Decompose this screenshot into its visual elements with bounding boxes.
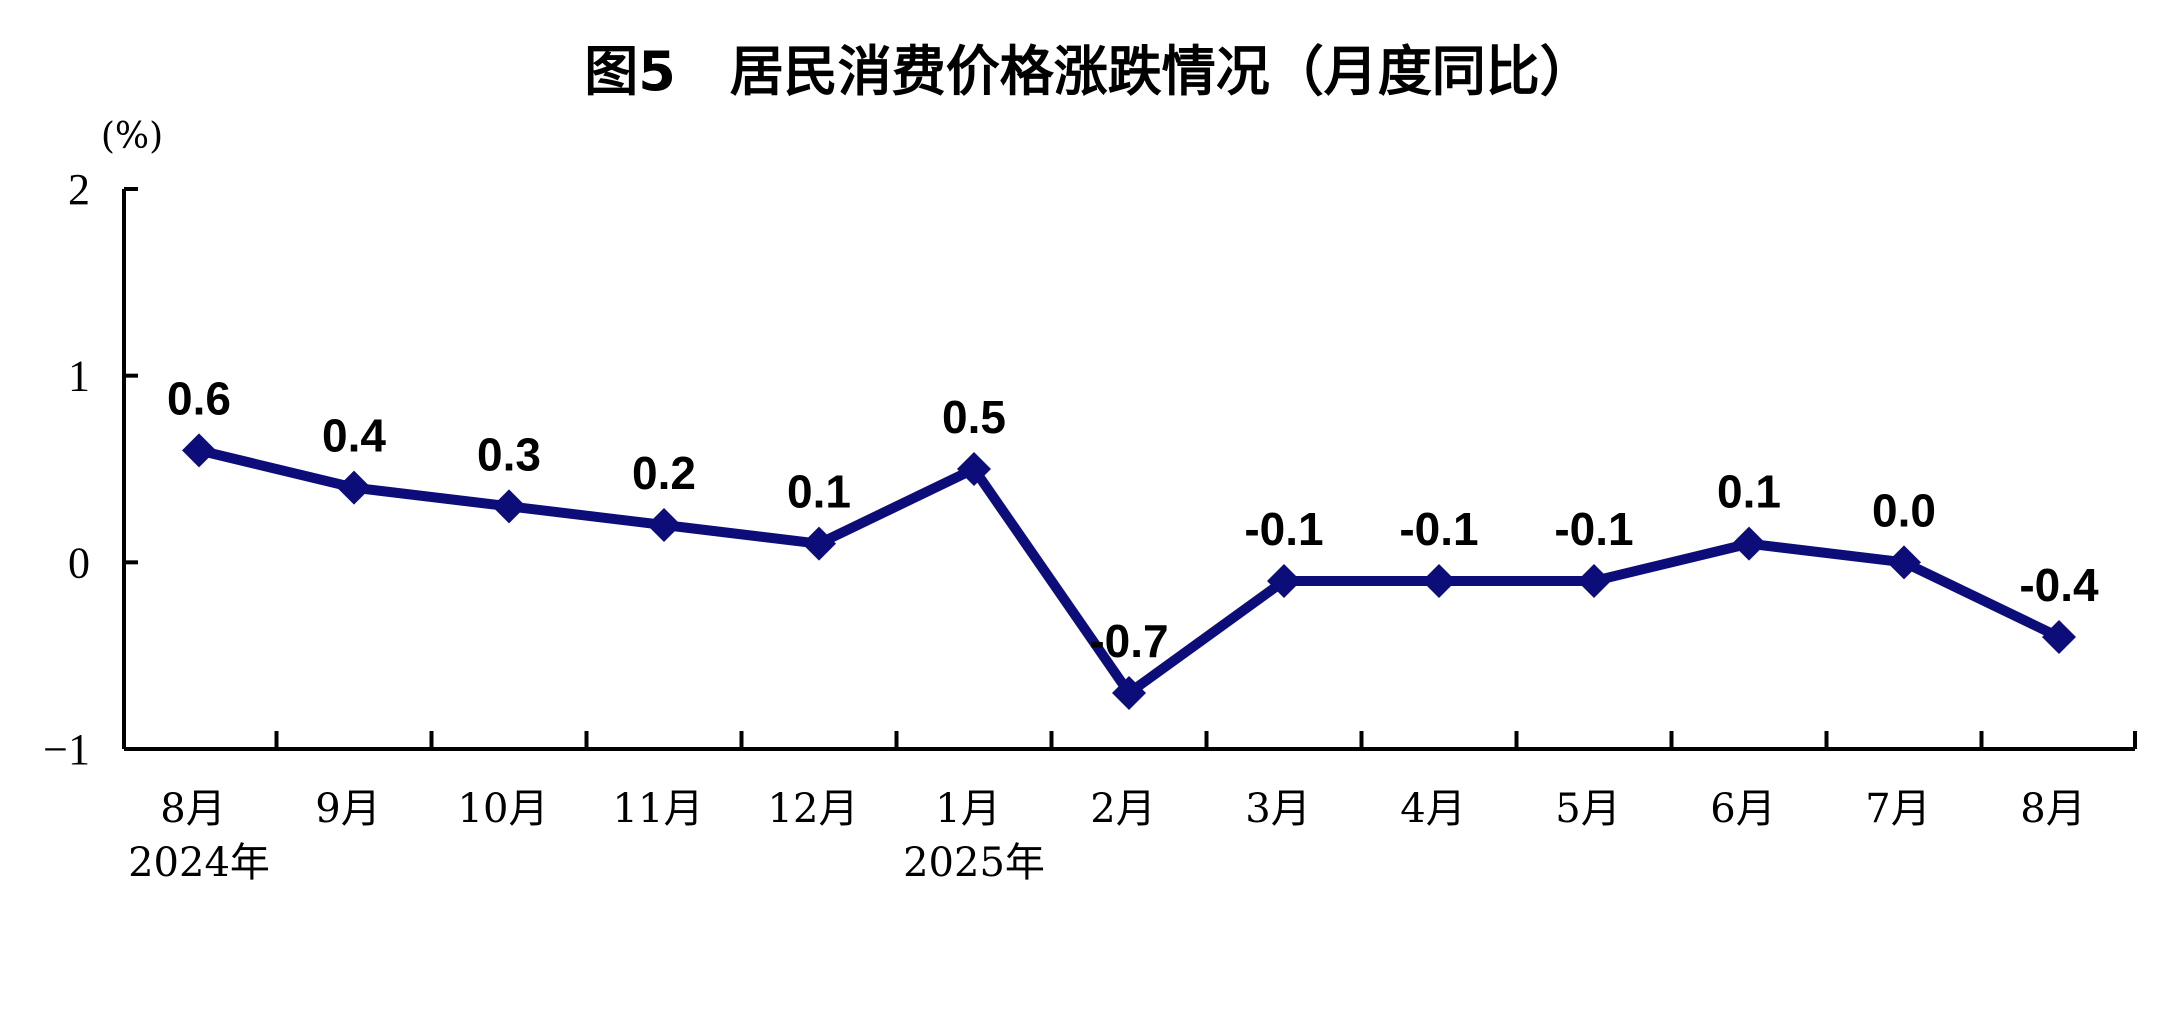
x-tick-label: 8月 xyxy=(2020,786,2085,832)
x-tick-label: 11月 xyxy=(613,786,704,832)
x-tick-label: 12月 xyxy=(768,786,859,832)
data-label: -0.4 xyxy=(2019,559,2099,611)
x-tick-label: 8月 xyxy=(160,786,225,832)
x-tick-label: 1月 xyxy=(935,786,1000,832)
y-tick-label: 1 xyxy=(68,352,90,401)
data-point-marker xyxy=(182,433,216,468)
data-label: 0.2 xyxy=(632,447,696,499)
data-label: -0.1 xyxy=(1399,503,1478,555)
data-label: 0.1 xyxy=(787,466,851,518)
data-series xyxy=(182,433,2076,710)
y-tick-label: −1 xyxy=(43,725,90,774)
data-point-marker xyxy=(1267,564,1301,598)
y-tick-label: 2 xyxy=(68,165,90,214)
x-year-label: 2025年 xyxy=(903,840,1045,886)
data-point-marker xyxy=(1887,545,1921,580)
axes xyxy=(122,187,2137,751)
tick-labels: 2 1 0 −1 8月 2024年 9月 10月 11月 12月 1月 2025年 2月 3月 4月 5月 6月… xyxy=(43,165,2086,886)
x-tick-label: 3月 xyxy=(1245,786,1310,832)
data-point-marker xyxy=(1732,526,1766,561)
x-tick-label: 6月 xyxy=(1710,786,1775,832)
data-label: 0.0 xyxy=(1872,484,1936,536)
data-point-marker xyxy=(802,526,836,561)
x-tick-label: 9月 xyxy=(315,786,380,832)
data-point-marker xyxy=(1422,564,1456,598)
x-tick-label: 5月 xyxy=(1555,786,1620,832)
y-axis-unit-label: (%) xyxy=(101,116,163,157)
data-label: 0.1 xyxy=(1717,466,1781,518)
data-point-marker xyxy=(957,452,991,486)
data-point-marker xyxy=(2042,620,2076,654)
data-label: -0.1 xyxy=(1244,503,1323,555)
data-point-marker xyxy=(492,489,526,524)
data-point-marker xyxy=(647,508,681,542)
x-tick-label: 10月 xyxy=(458,786,549,832)
data-label: 0.3 xyxy=(477,428,541,480)
data-label: -0.1 xyxy=(1554,503,1633,555)
data-point-marker xyxy=(337,470,371,505)
x-tick-label: 7月 xyxy=(1865,786,1930,832)
x-tick-label: 2月 xyxy=(1090,786,1155,832)
data-label: 0.6 xyxy=(167,372,231,424)
x-tick-label: 4月 xyxy=(1400,786,1465,832)
data-label: -0.7 xyxy=(1089,615,1168,667)
data-labels: 0.6 0.4 0.3 0.2 0.1 0.5 -0.7 -0.1 -0.1 -0.1 0.1 0.0… xyxy=(167,372,2099,667)
data-label: 0.4 xyxy=(322,410,386,462)
data-label: 0.5 xyxy=(942,391,1006,443)
data-point-marker xyxy=(1577,564,1611,598)
chart-title: 图5 居民消费价格涨跌情况（月度同比） xyxy=(584,40,1594,103)
y-tick-label: 0 xyxy=(68,538,90,587)
x-year-label: 2024年 xyxy=(128,840,270,886)
data-point-marker xyxy=(1112,676,1146,710)
